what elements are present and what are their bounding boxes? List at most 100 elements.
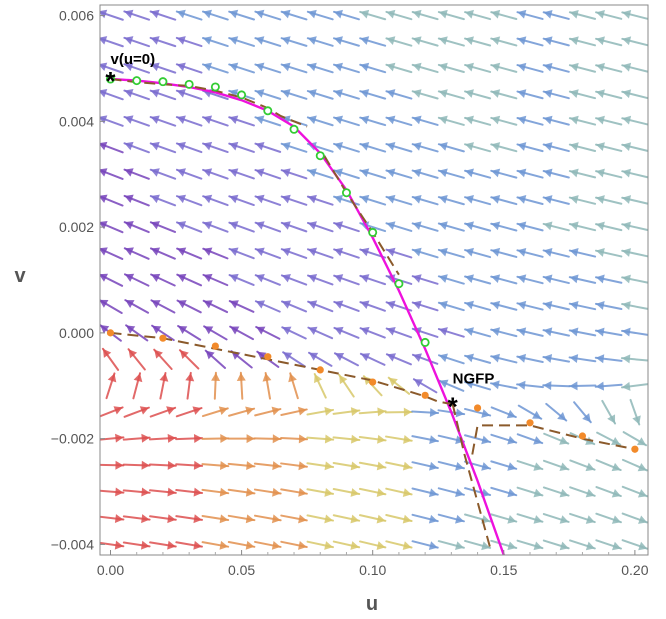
field-arrow	[98, 115, 122, 125]
field-arrow	[518, 461, 543, 471]
field-arrow	[124, 461, 150, 470]
x-axis-label: u	[366, 593, 378, 614]
field-arrow	[491, 116, 516, 125]
field-arrow	[574, 402, 591, 422]
field-arrow	[124, 434, 150, 443]
field-arrow	[125, 406, 149, 417]
field-arrow	[544, 434, 568, 445]
field-arrow	[281, 434, 307, 443]
field-arrow	[177, 406, 202, 416]
field-arrow	[386, 462, 411, 471]
x-tick-label: 0.10	[359, 562, 386, 578]
field-arrow	[177, 221, 201, 232]
field-arrow	[125, 247, 149, 258]
field-arrow	[334, 300, 358, 310]
field-arrow	[622, 248, 647, 257]
field-arrow	[413, 515, 438, 524]
field-arrow	[596, 10, 621, 19]
field-arrow	[517, 221, 542, 230]
y-tick-label: −0.002	[51, 431, 94, 447]
field-arrow	[125, 274, 148, 286]
field-arrow	[622, 36, 647, 45]
field-arrow	[517, 89, 542, 98]
field-arrow	[570, 540, 595, 550]
field-arrow	[282, 248, 306, 258]
field-arrow	[308, 36, 333, 46]
field-arrow	[177, 274, 201, 285]
field-arrow	[282, 300, 306, 311]
field-arrow	[177, 36, 202, 46]
field-arrow	[465, 435, 490, 444]
field-arrow	[596, 487, 620, 497]
field-arrow	[103, 349, 118, 370]
field-arrow	[439, 354, 464, 364]
field-arrow	[202, 434, 228, 443]
orange-point	[159, 335, 166, 342]
field-arrow	[281, 461, 307, 470]
field-arrow	[412, 435, 438, 444]
field-arrow	[308, 248, 333, 258]
field-arrow	[282, 168, 307, 178]
field-arrow	[98, 10, 123, 20]
field-arrow	[439, 221, 464, 230]
field-arrow	[125, 195, 149, 206]
field-arrow	[151, 247, 175, 258]
green-point	[395, 280, 402, 287]
field-arrow	[386, 63, 411, 72]
field-arrow	[237, 373, 246, 399]
field-arrow	[282, 10, 307, 20]
orange-point	[264, 353, 271, 360]
field-arrow	[386, 36, 411, 45]
field-arrow	[465, 169, 490, 178]
field-arrow	[491, 488, 516, 497]
field-arrow	[177, 195, 201, 206]
field-arrow	[596, 63, 621, 72]
field-arrow	[623, 514, 647, 524]
field-arrow	[124, 10, 149, 20]
field-arrow	[596, 328, 622, 337]
field-arrow	[211, 373, 220, 399]
field-arrow	[229, 168, 254, 178]
field-arrow	[203, 36, 228, 46]
field-arrow	[307, 407, 333, 416]
field-arrow	[255, 541, 281, 550]
field-arrow	[126, 325, 147, 340]
field-arrow	[544, 487, 569, 497]
field-arrow	[229, 488, 255, 497]
field-arrow	[518, 541, 543, 550]
field-arrow	[335, 353, 358, 365]
field-arrow	[465, 301, 490, 310]
field-arrow	[361, 353, 385, 365]
field-arrow	[203, 406, 228, 416]
field-arrow	[570, 248, 595, 257]
field-arrow	[185, 373, 194, 399]
field-arrow	[229, 195, 254, 205]
field-arrow	[544, 248, 569, 257]
field-arrow	[124, 89, 149, 99]
field-arrow	[518, 514, 543, 524]
field-arrow	[570, 36, 595, 45]
field-arrow	[544, 327, 569, 336]
field-arrow	[151, 221, 175, 232]
field-arrow	[596, 275, 621, 284]
field-arrow	[98, 36, 123, 46]
field-arrow	[334, 435, 360, 444]
field-arrow	[255, 488, 281, 497]
field-arrow	[386, 168, 411, 177]
field-arrow	[339, 375, 354, 397]
field-arrow	[631, 400, 641, 425]
orange-point	[212, 343, 219, 350]
field-arrow	[129, 349, 145, 369]
field-arrow	[465, 116, 490, 125]
field-arrow	[386, 116, 411, 125]
field-arrow	[229, 434, 255, 443]
orange-point	[369, 378, 376, 385]
field-arrow	[177, 168, 201, 178]
field-arrow	[386, 488, 411, 497]
green-point	[133, 77, 140, 84]
field-arrow	[256, 248, 280, 259]
field-arrow	[98, 195, 122, 206]
field-arrow	[596, 169, 621, 178]
field-arrow	[439, 36, 464, 45]
